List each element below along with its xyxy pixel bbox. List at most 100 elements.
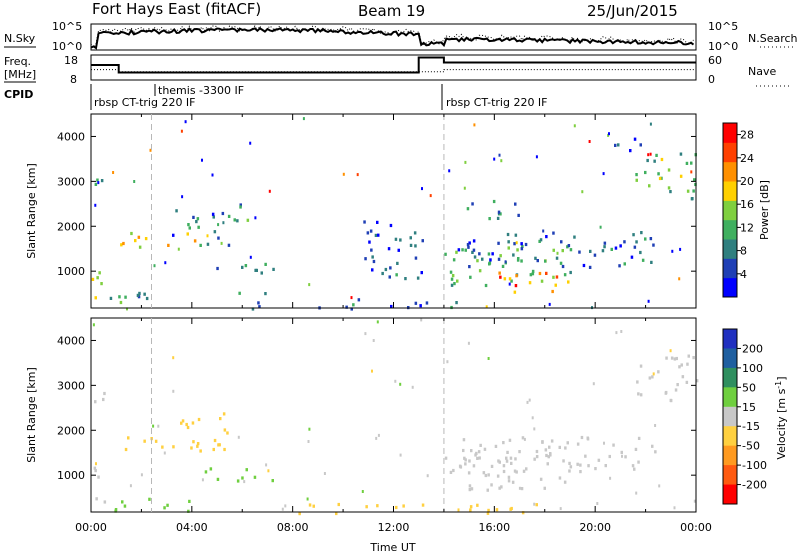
velocity-cell-202 <box>375 436 378 440</box>
power-cell-63 <box>476 259 479 263</box>
power-cell-257 <box>390 304 393 309</box>
velocity-ytick-label-2: 3000 <box>57 379 85 392</box>
velocity-cell-224 <box>95 462 97 466</box>
velocity-cell-185 <box>365 505 368 509</box>
power-cell-2 <box>100 282 103 286</box>
power-cell-126 <box>632 233 635 237</box>
velocity-panel: 1000 2000 3000 4000 00:00 04:00 08:00 12:00 16:… <box>25 317 712 554</box>
velocity-cell-229 <box>635 491 638 495</box>
power-cbar-tick-label-5: 24 <box>740 152 754 165</box>
power-cell-90 <box>501 264 505 268</box>
power-cell-78 <box>471 250 474 254</box>
cpid-segment-1: rbsp CT-trig 220 IF <box>94 96 196 109</box>
power-cell-33 <box>195 220 198 224</box>
power-cell-288 <box>448 169 451 173</box>
power-cell-88 <box>452 258 456 262</box>
beam-label: Beam 19 <box>358 2 425 20</box>
velocity-cell-205 <box>615 331 618 335</box>
velocity-cell-196 <box>487 508 490 512</box>
velocity-cell-158 <box>639 393 643 397</box>
power-cell-167 <box>614 246 618 250</box>
power-cell-239 <box>414 256 418 260</box>
power-cell-316 <box>608 132 610 136</box>
power-cell-95 <box>487 252 491 256</box>
power-cell-243 <box>389 223 393 228</box>
velocity-cell-24 <box>114 509 117 513</box>
power-cell-62 <box>540 279 544 283</box>
velocity-colorbar-band-5 <box>723 426 737 447</box>
velocity-cell-140 <box>634 447 638 451</box>
velocity-cell-239 <box>140 473 143 477</box>
power-cell-131 <box>582 263 586 268</box>
power-cell-240 <box>371 268 374 272</box>
power-cell-37 <box>188 226 191 230</box>
power-ytick-label-2: 3000 <box>57 175 85 188</box>
velocity-cell-217 <box>518 486 521 490</box>
velocity-cell-6 <box>102 397 105 402</box>
velocity-dashed-lines <box>151 318 445 512</box>
velocity-cell-259 <box>652 372 655 376</box>
power-colorbar-frame <box>722 122 738 298</box>
x-axis-label: Time UT <box>369 541 415 554</box>
velocity-cell-28 <box>185 422 188 427</box>
power-cell-146 <box>623 240 626 244</box>
power-cell-136 <box>652 243 655 247</box>
velocity-cell-231 <box>152 424 155 428</box>
velocity-cell-56 <box>494 444 498 448</box>
velocity-cell-119 <box>568 461 571 465</box>
power-cell-196 <box>653 159 656 163</box>
velocity-cell-57 <box>511 480 515 484</box>
power-cell-214 <box>629 149 632 153</box>
power-cell-143 <box>481 257 484 261</box>
power-cell-220 <box>381 271 384 276</box>
velocity-cell-40 <box>191 421 195 425</box>
velocity-cell-55 <box>497 459 500 463</box>
power-cell-280 <box>164 261 167 265</box>
power-cell-181 <box>499 212 502 216</box>
power-cell-87 <box>449 270 453 274</box>
velocity-cbar-tick-label-4: -15 <box>742 420 760 433</box>
power-cell-4 <box>91 277 95 281</box>
velocity-cell-253 <box>487 357 490 360</box>
power-cell-229 <box>369 229 373 233</box>
power-cell-54 <box>260 271 263 275</box>
velocity-cell-49 <box>236 479 240 483</box>
power-cell-72 <box>552 275 555 279</box>
power-cell-0 <box>98 271 101 275</box>
power-colorbar-band-1 <box>723 258 737 279</box>
power-cell-213 <box>633 137 637 141</box>
power-cell-107 <box>499 275 502 279</box>
velocity-cell-90 <box>535 449 539 454</box>
power-cell-197 <box>669 190 672 194</box>
power-cell-116 <box>555 275 559 279</box>
power-colorbar-band-0 <box>723 277 737 298</box>
velocity-cell-96 <box>520 487 524 491</box>
power-cell-69 <box>455 250 458 254</box>
xtick-label-4: 16:00 <box>478 521 510 534</box>
velocity-cell-76 <box>490 483 493 487</box>
power-cell-281 <box>181 195 184 199</box>
power-cell-30 <box>172 233 175 237</box>
power-cell-8 <box>144 237 148 241</box>
power-cbar-tick-label-4: 20 <box>740 175 754 188</box>
power-cell-263 <box>268 189 271 193</box>
power-ytick-label-1: 2000 <box>57 220 85 233</box>
velocity-cell-37 <box>196 442 200 446</box>
power-cell-129 <box>641 258 645 262</box>
velocity-cell-198 <box>535 503 538 507</box>
power-cell-153 <box>619 244 622 248</box>
power-cell-282 <box>308 283 311 287</box>
power-cell-290 <box>556 251 559 255</box>
power-cell-205 <box>648 184 651 188</box>
power-cell-1 <box>96 276 99 280</box>
velocity-y-axis: 1000 2000 3000 4000 <box>57 318 697 512</box>
velocity-cell-189 <box>395 505 398 510</box>
velocity-cell-5 <box>103 391 106 396</box>
velocity-cell-116 <box>462 438 466 442</box>
power-cell-46 <box>233 218 236 222</box>
velocity-cell-3 <box>97 475 100 479</box>
power-cell-40 <box>192 215 195 219</box>
velocity-cell-215 <box>654 424 657 427</box>
velocity-cell-178 <box>681 375 685 379</box>
power-cell-118 <box>545 271 548 275</box>
